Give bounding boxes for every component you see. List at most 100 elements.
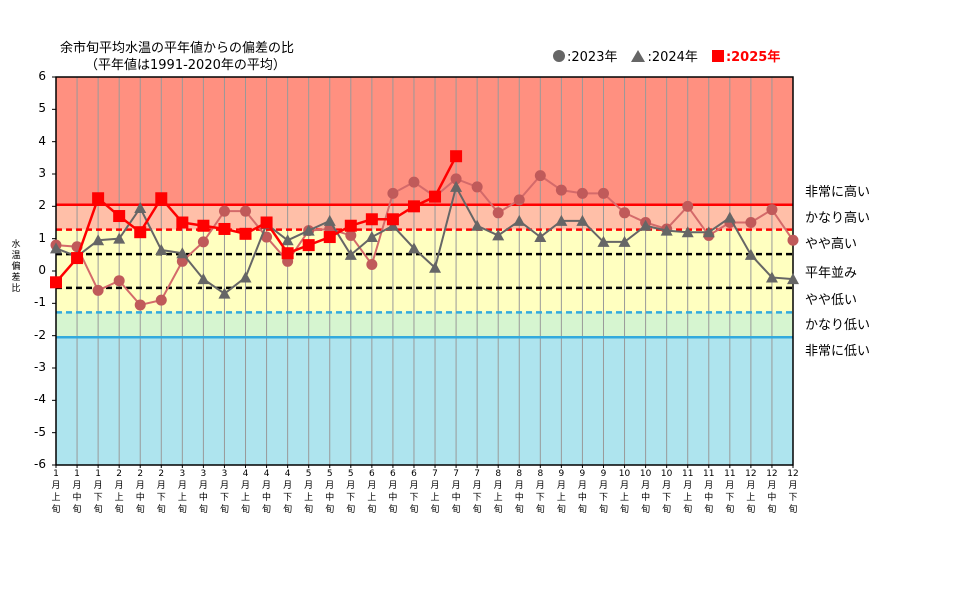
data-point-2023: [787, 234, 799, 246]
data-point-2024: [323, 214, 336, 226]
data-point-2024: [92, 234, 105, 246]
legend-label-2025: :2025年: [725, 50, 781, 65]
series-line-2024年: [55, 184, 794, 295]
data-point-2023: [471, 181, 483, 193]
band-low: [56, 312, 793, 338]
data-point-2024: [513, 214, 526, 226]
data-point-2023: [134, 299, 146, 311]
data-point-2024: [471, 219, 484, 231]
data-point-2023: [197, 236, 209, 248]
data-point-2025: [113, 210, 126, 223]
data-point-2025: [197, 219, 210, 232]
data-point-2023: [682, 200, 694, 212]
data-point-2023: [555, 184, 567, 196]
x-tick-label: 10 月中旬: [639, 469, 652, 515]
data-point-2023: [176, 255, 188, 267]
data-point-2025: [71, 252, 84, 265]
y-tick-label: 3: [38, 166, 46, 180]
band-label: 平年並み: [805, 266, 858, 281]
data-point-2023: [534, 170, 546, 182]
data-point-2023: [240, 205, 252, 217]
legend-item-2023: :2023年: [553, 46, 617, 65]
data-point-2024: [218, 287, 231, 299]
data-point-2024: [365, 231, 378, 243]
band-label: 非常に低い: [805, 343, 871, 359]
y-tick-label: -2: [34, 327, 46, 342]
data-point-2024: [787, 273, 799, 285]
data-point-2023: [576, 187, 588, 199]
data-point-2025: [239, 227, 252, 240]
data-point-2025: [50, 276, 62, 289]
y-axis-label: 水温偏差比: [11, 240, 21, 294]
y-tick-label: -6: [34, 457, 46, 471]
y-tick-label: 2: [38, 198, 46, 213]
band-label: 非常に高い: [805, 185, 871, 201]
data-point-2023: [513, 194, 525, 206]
data-point-2025: [407, 200, 420, 213]
circle-marker-icon: [553, 49, 565, 62]
data-point-2024: [576, 214, 589, 226]
x-tick-label: 10 月上旬: [618, 469, 631, 515]
data-point-2025: [260, 216, 273, 229]
x-tick-label: 11 月中旬: [703, 469, 715, 515]
data-point-2025: [323, 231, 336, 244]
data-point-2024: [723, 211, 736, 223]
data-point-2024: [176, 247, 189, 259]
square-marker-icon: [711, 49, 724, 62]
band-very-high: [56, 77, 793, 205]
data-point-2024: [534, 231, 547, 243]
y-tick-label: 4: [38, 133, 46, 148]
y-tick-label: 5: [38, 101, 46, 116]
data-point-2025: [134, 226, 147, 239]
chart-subtitle: （平年値は1991-2020年の平均）: [85, 58, 286, 73]
data-point-2024: [744, 248, 757, 260]
data-point-2025: [218, 222, 231, 235]
x-tick-label: 12 月下旬: [787, 469, 799, 515]
data-point-2024: [555, 214, 568, 226]
y-tick-label: -1: [34, 295, 46, 310]
data-point-2024: [681, 226, 694, 238]
data-point-2025: [429, 190, 442, 203]
data-point-2023: [408, 176, 420, 188]
data-point-2025: [155, 192, 168, 205]
band-label: やや低い: [805, 293, 858, 309]
legend: :2023年 :2024年 :2025年: [553, 46, 794, 65]
legend-item-2024: :2024年: [631, 46, 698, 65]
data-point-2024: [197, 273, 210, 285]
data-point-2024: [50, 242, 62, 254]
data-point-2025: [386, 213, 399, 226]
data-point-2023: [745, 217, 757, 228]
legend-item-2025: :2025年: [711, 46, 781, 65]
data-point-2023: [345, 229, 357, 241]
data-point-2025: [450, 150, 463, 163]
data-point-2023: [492, 207, 504, 219]
data-point-2024: [639, 219, 652, 231]
legend-label-2024: :2024年: [647, 50, 698, 65]
y-tick-label: -5: [34, 424, 46, 439]
band-very-low: [56, 337, 793, 465]
data-point-2025: [92, 192, 105, 205]
y-tick-label: 0: [38, 263, 46, 277]
x-tick-label: 10 月下旬: [660, 469, 673, 515]
band-label: やや高い: [805, 236, 858, 252]
